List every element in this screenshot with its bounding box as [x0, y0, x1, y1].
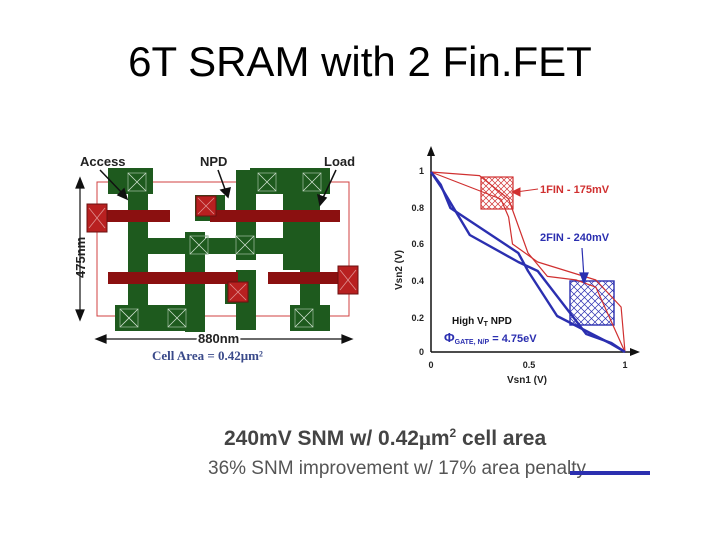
sram-layout: Access NPD Load 475nm 880nm Cell Area = …	[73, 154, 359, 363]
label-access: Access	[80, 154, 126, 169]
width-dimension	[94, 334, 354, 344]
label-1fin: 1FIN - 175mV	[540, 184, 610, 196]
contacts	[86, 172, 359, 328]
label-2fin: 2FIN - 240mV	[540, 232, 610, 244]
label-phi-gate: ΦGATE, N/P = 4.75eV	[444, 330, 537, 346]
snm-box-2fin	[569, 280, 615, 326]
arrow-2fin	[579, 247, 589, 285]
page-title: 6T SRAM with 2 Fin.FET	[128, 38, 592, 85]
x-axis-label: Vsn1 (V)	[507, 375, 547, 386]
y-tick-label: 1	[419, 166, 424, 176]
label-load: Load	[324, 154, 355, 169]
cell-area-label: Cell Area = 0.42μm²	[152, 348, 263, 363]
y-tick-labels: 0 0.2 0.4 0.6 0.8 1	[411, 166, 424, 357]
height-dimension	[75, 176, 85, 322]
width-label: 880nm	[198, 331, 239, 346]
gate-layer	[100, 210, 358, 284]
series-line-1fin	[430, 171, 626, 353]
chart-axes	[430, 150, 636, 353]
caption-snm: 240mV SNM w/ 0.42μm2 cell area	[224, 426, 547, 450]
x-tick-label: 1	[622, 360, 627, 370]
arrow-1fin	[510, 187, 539, 197]
y-tick-label: 0.8	[411, 203, 424, 213]
caption-improvement: 36% SNM improvement w/ 17% area penalty	[208, 458, 587, 479]
x-axis-arrow	[630, 348, 640, 356]
y-tick-label: 0.4	[411, 276, 424, 286]
label-npd: NPD	[200, 154, 227, 169]
height-label: 475nm	[73, 237, 88, 278]
chart-curves	[430, 171, 626, 354]
x-tick-labels: 0 0.5 1	[428, 360, 627, 370]
label-npd-vt: High VT NPD	[452, 316, 512, 328]
y-tick-label: 0	[419, 347, 424, 357]
series-line-1fin-mirror	[430, 171, 626, 353]
series-line-2fin-mirror	[430, 171, 626, 354]
butterfly-chart: 0 0.2 0.4 0.6 0.8 1 0 0.5 1 Vsn1 (V) Vsn…	[394, 146, 640, 386]
y-axis-arrow	[427, 146, 435, 156]
x-tick-label: 0.5	[523, 360, 536, 370]
fin-layer	[108, 168, 330, 332]
y-tick-label: 0.2	[411, 313, 424, 323]
y-axis-label: Vsn2 (V)	[394, 250, 405, 290]
y-tick-label: 0.6	[411, 239, 424, 249]
label-arrows	[99, 169, 337, 207]
legend-line	[570, 471, 650, 475]
x-tick-label: 0	[428, 360, 433, 370]
